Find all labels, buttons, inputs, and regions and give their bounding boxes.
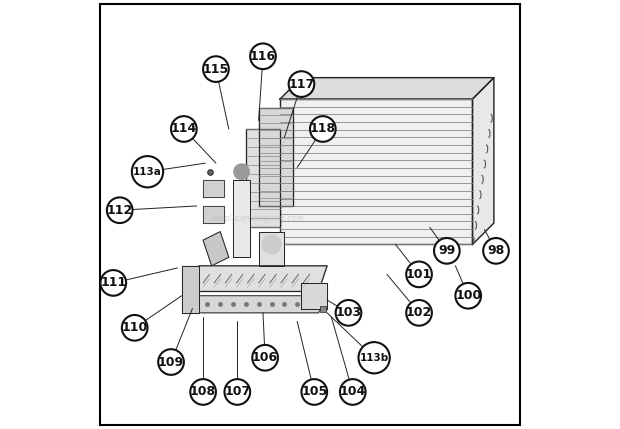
Circle shape bbox=[107, 197, 133, 223]
Text: 116: 116 bbox=[250, 50, 276, 63]
Polygon shape bbox=[190, 296, 327, 313]
Text: 110: 110 bbox=[122, 321, 148, 334]
Text: 112: 112 bbox=[107, 204, 133, 217]
Circle shape bbox=[289, 71, 314, 97]
Text: 102: 102 bbox=[406, 306, 432, 319]
Text: 111: 111 bbox=[100, 276, 126, 290]
Text: 103: 103 bbox=[335, 306, 361, 319]
Text: 98: 98 bbox=[487, 245, 505, 257]
Circle shape bbox=[158, 349, 184, 375]
Text: 106: 106 bbox=[252, 351, 278, 364]
FancyBboxPatch shape bbox=[100, 4, 520, 425]
Circle shape bbox=[252, 345, 278, 371]
Text: 105: 105 bbox=[301, 386, 327, 399]
Circle shape bbox=[132, 156, 163, 187]
Circle shape bbox=[483, 238, 509, 264]
Polygon shape bbox=[280, 78, 494, 99]
Text: 99: 99 bbox=[438, 245, 456, 257]
Circle shape bbox=[262, 235, 281, 254]
Circle shape bbox=[250, 43, 276, 69]
Text: 113a: 113a bbox=[133, 167, 162, 177]
Circle shape bbox=[171, 116, 197, 142]
Circle shape bbox=[190, 379, 216, 405]
Polygon shape bbox=[259, 108, 293, 206]
Polygon shape bbox=[280, 99, 472, 245]
Circle shape bbox=[100, 270, 126, 296]
Circle shape bbox=[406, 262, 432, 287]
Text: 107: 107 bbox=[224, 386, 250, 399]
Polygon shape bbox=[203, 232, 229, 266]
Text: 115: 115 bbox=[203, 63, 229, 76]
Circle shape bbox=[310, 116, 335, 142]
Text: 117: 117 bbox=[288, 78, 314, 91]
Circle shape bbox=[340, 379, 366, 405]
Text: 114: 114 bbox=[170, 122, 197, 136]
Polygon shape bbox=[203, 206, 224, 223]
Polygon shape bbox=[301, 283, 327, 308]
Circle shape bbox=[335, 300, 361, 326]
Circle shape bbox=[358, 342, 390, 373]
Circle shape bbox=[224, 379, 250, 405]
Text: 101: 101 bbox=[406, 268, 432, 281]
Circle shape bbox=[434, 238, 459, 264]
Polygon shape bbox=[246, 129, 280, 227]
Polygon shape bbox=[233, 180, 250, 257]
Circle shape bbox=[455, 283, 481, 308]
Polygon shape bbox=[190, 266, 327, 291]
Circle shape bbox=[203, 56, 229, 82]
Circle shape bbox=[234, 164, 249, 179]
Polygon shape bbox=[182, 266, 199, 313]
Text: 104: 104 bbox=[340, 386, 366, 399]
Text: 118: 118 bbox=[310, 122, 336, 136]
Text: 109: 109 bbox=[158, 356, 184, 369]
Circle shape bbox=[301, 379, 327, 405]
Text: 108: 108 bbox=[190, 386, 216, 399]
Polygon shape bbox=[203, 180, 224, 197]
Polygon shape bbox=[472, 78, 494, 245]
Circle shape bbox=[406, 300, 432, 326]
Text: 113b: 113b bbox=[360, 353, 389, 363]
Text: 100: 100 bbox=[455, 289, 481, 302]
Polygon shape bbox=[259, 232, 285, 266]
Circle shape bbox=[122, 315, 148, 341]
Text: ereplacementparts.com: ereplacementparts.com bbox=[213, 214, 304, 223]
